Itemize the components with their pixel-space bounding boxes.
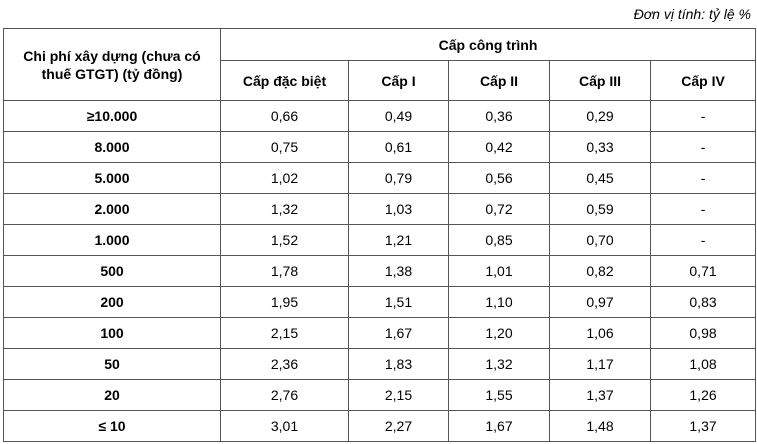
table-cell: 1,83 — [348, 348, 449, 380]
table-cell: 1,38 — [348, 255, 449, 287]
table-cell: 0,66 — [220, 100, 349, 132]
table-cell: 1,32 — [220, 193, 349, 225]
table-cell: 0,72 — [448, 193, 550, 225]
table-cell: 0,33 — [549, 131, 651, 163]
column-header: Cấp III — [549, 60, 651, 101]
table-row: ≥10.000 0,66 0,49 0,36 0,29- — [3, 100, 757, 132]
row-header: 2.000 — [3, 193, 221, 225]
table-cell: 2,76 — [220, 379, 349, 411]
table-cell: 0,61 — [348, 131, 449, 163]
row-header: 100 — [3, 317, 221, 349]
table-row: 20 2,76 2,15 1,55 1,37 1,26 — [3, 379, 757, 411]
table-cell: 0,70 — [549, 224, 651, 256]
table-cell: 0,97 — [549, 286, 651, 318]
table-cell: 1,37 — [549, 379, 651, 411]
table-row: 5.000 1,02 0,79 0,56 0,45- — [3, 162, 757, 194]
table-cell: 1,67 — [448, 410, 550, 442]
table-cell: 1,67 — [348, 317, 449, 349]
table-row: 100 2,15 1,67 1,20 1,06 0,98 — [3, 317, 757, 349]
row-header: 5.000 — [3, 162, 221, 194]
table-cell: 0,49 — [348, 100, 449, 132]
row-header: 500 — [3, 255, 221, 287]
table-cell: 1,26 — [649, 379, 757, 411]
table-cell: 3,01 — [220, 410, 349, 442]
table-cell: - — [649, 162, 757, 194]
table-row: 50 2,36 1,83 1,32 1,17 1,08 — [3, 348, 757, 380]
row-header: 20 — [3, 379, 221, 411]
unit-note: Đơn vị tính: tỷ lệ % — [633, 6, 751, 22]
table-cell: 1,52 — [220, 224, 349, 256]
table-row: 500 1,78 1,38 1,01 0,82 0,71 — [3, 255, 757, 287]
table-cell: 2,15 — [220, 317, 349, 349]
table-cell: 0,56 — [448, 162, 550, 194]
table-cell: 0,82 — [549, 255, 651, 287]
row-header: 8.000 — [3, 131, 221, 163]
table-cell: 1,08 — [649, 348, 757, 380]
table-row: 200 1,95 1,51 1,10 0,97 0,83 — [3, 286, 757, 318]
table-cell: 1,03 — [348, 193, 449, 225]
corner-header: Chi phí xây dựng (chưa có thuế GTGT) (tỷ… — [3, 28, 221, 101]
group-header: Cấp công trình — [219, 28, 757, 61]
table-cell: 2,15 — [348, 379, 449, 411]
row-header: ≤ 10 — [3, 410, 221, 442]
table-cell: 1,20 — [448, 317, 550, 349]
table-row: 8.000 0,75 0,61 0,42 0,33- — [3, 131, 757, 163]
table-cell: 1,37 — [649, 410, 757, 442]
table-cell: 2,36 — [220, 348, 349, 380]
table-cell: - — [649, 131, 757, 163]
table-cell: 0,83 — [649, 286, 757, 318]
table-row: ≤ 10 3,01 2,27 1,67 1,48 1,37 — [3, 410, 757, 442]
table-cell: 1,06 — [549, 317, 651, 349]
table-cell: 1,32 — [448, 348, 550, 380]
table-cell: 1,78 — [220, 255, 349, 287]
column-header: Cấp II — [448, 60, 550, 101]
column-header: Cấp I — [348, 60, 449, 101]
table-cell: - — [649, 100, 757, 132]
table-cell: 0,42 — [448, 131, 550, 163]
row-header: 1.000 — [3, 224, 221, 256]
table-cell: 1,95 — [220, 286, 349, 318]
table-cell: 1,55 — [448, 379, 550, 411]
table-cell: 1,21 — [348, 224, 449, 256]
table-cell: 1,17 — [549, 348, 651, 380]
row-header: 50 — [3, 348, 221, 380]
column-header: Cấp IV — [649, 60, 757, 101]
column-header: Cấp đặc biệt — [220, 60, 349, 101]
table-cell: 0,71 — [649, 255, 757, 287]
table-cell: 0,75 — [220, 131, 349, 163]
table-cell: 0,79 — [348, 162, 449, 194]
table-cell: 1,51 — [348, 286, 449, 318]
table-cell: 2,27 — [348, 410, 449, 442]
table-cell: 1,02 — [220, 162, 349, 194]
table-cell: 1,48 — [549, 410, 651, 442]
table-cell: 0,98 — [649, 317, 757, 349]
table-cell: 0,59 — [549, 193, 651, 225]
row-header: 200 — [3, 286, 221, 318]
table-row: 2.000 1,32 1,03 0,72 0,59- — [3, 193, 757, 225]
table-cell: - — [649, 224, 757, 256]
table-cell: 0,45 — [549, 162, 651, 194]
table-cell: 0,36 — [448, 100, 550, 132]
table-cell: - — [649, 193, 757, 225]
table-cell: 1,10 — [448, 286, 550, 318]
row-header: ≥10.000 — [3, 100, 221, 132]
table-cell: 0,29 — [549, 100, 651, 132]
fee-table: Chi phí xây dựng (chưa có thuế GTGT) (tỷ… — [3, 28, 757, 442]
table-cell: 1,01 — [448, 255, 550, 287]
table-row: 1.000 1,52 1,21 0,85 0,70- — [3, 224, 757, 256]
table-cell: 0,85 — [448, 224, 550, 256]
